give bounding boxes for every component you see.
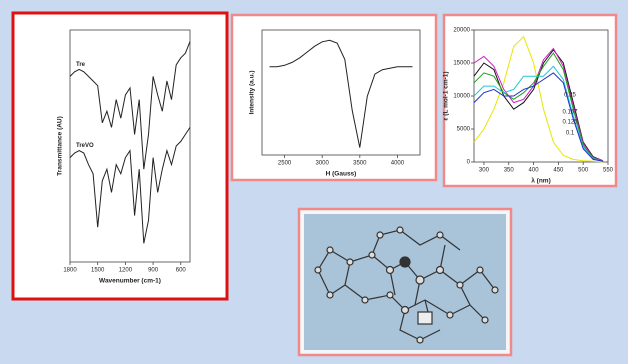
series-label: TreVO — [76, 143, 94, 149]
x-tick-label: 500 — [578, 168, 589, 174]
y-axis-label: ε (L mol-1 cm-1) — [443, 71, 450, 120]
annotation: 0.125 — [562, 120, 578, 126]
panel-frame — [13, 13, 227, 299]
y-tick-label: 20000 — [453, 28, 470, 34]
x-tick-label: 900 — [148, 268, 159, 274]
x-tick-label: 3500 — [353, 161, 367, 167]
y-tick-label: 5000 — [457, 127, 471, 133]
x-tick-label: 3000 — [316, 161, 330, 167]
y-axis-label: Intensity (a.u.) — [249, 70, 256, 114]
x-tick-label: 1200 — [119, 268, 133, 274]
y-axis-label: Transmittance (AU) — [57, 116, 64, 176]
x-tick-label: 2500 — [278, 161, 292, 167]
page: 1800 1500 1200 900 600 Wavenumber (cm-1) Trans… — [0, 0, 628, 364]
x-tick-label: 550 — [603, 168, 614, 174]
x-tick-label: 1800 — [63, 268, 77, 274]
x-tick-label: 600 — [176, 268, 187, 274]
series-label: Tre — [76, 62, 86, 68]
x-axis-label: λ (nm) — [531, 177, 551, 185]
x-tick-label: 4000 — [391, 161, 405, 167]
annotation: 0.25 — [564, 93, 576, 99]
figure-collage: 1800 1500 1200 900 600 Wavenumber (cm-1) Trans… — [0, 0, 628, 364]
x-axis-label: Wavenumber (cm-1) — [99, 278, 161, 285]
annotation: 0.167 — [562, 110, 578, 116]
y-tick-label: 10000 — [453, 94, 470, 100]
x-tick-label: 1500 — [91, 268, 105, 274]
x-axis-label: H (Gauss) — [326, 171, 357, 178]
annotation: 0.1 — [566, 131, 575, 137]
x-tick-label: 450 — [553, 168, 564, 174]
x-tick-label: 300 — [479, 168, 490, 174]
x-tick-label: 350 — [504, 168, 515, 174]
y-tick-label: 15000 — [453, 61, 470, 67]
x-tick-label: 400 — [529, 168, 540, 174]
